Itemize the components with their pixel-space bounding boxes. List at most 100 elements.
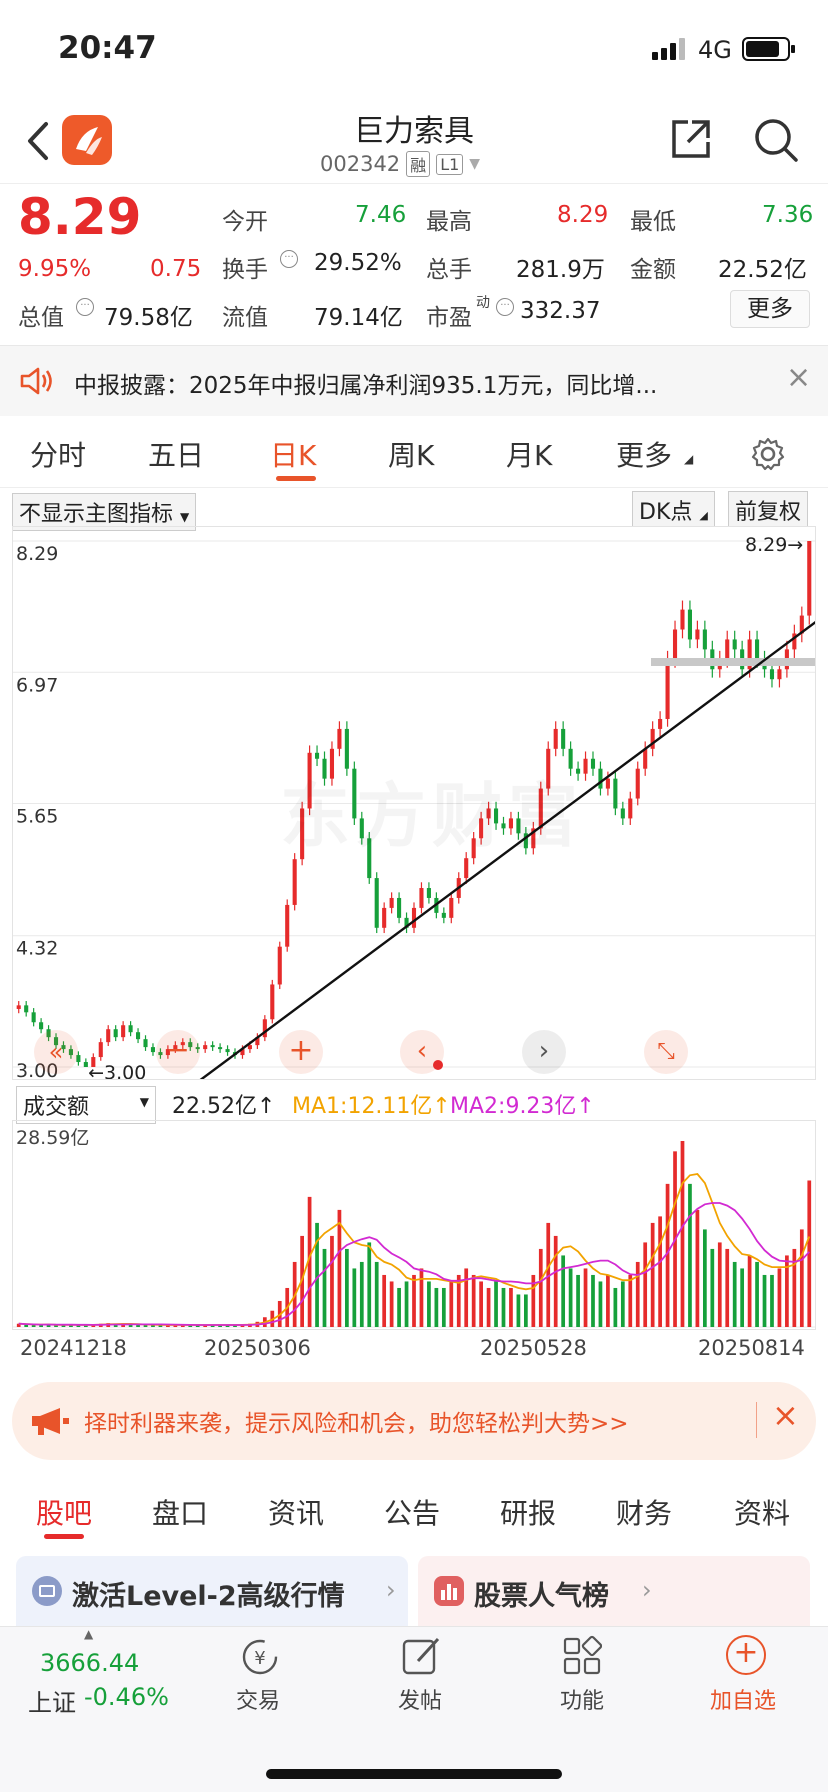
next-button[interactable]: › (522, 1030, 566, 1074)
period-tabs: 分时 五日 日K 周K 月K 更多 ◢ (0, 416, 828, 488)
search-icon[interactable] (752, 116, 800, 164)
high-label: 最高 (426, 209, 472, 235)
triangle-icon: ◢ (684, 452, 694, 466)
tab-order-book[interactable]: 盘口 (152, 1497, 209, 1530)
zoom-in-button[interactable]: + (279, 1030, 323, 1074)
volume-bar (538, 1248, 543, 1327)
post-label[interactable]: 发帖 (398, 1689, 443, 1714)
tab-weekly-k[interactable]: 周K (388, 439, 435, 472)
prev-button[interactable]: ‹ (400, 1030, 444, 1074)
candle-body (404, 917, 409, 928)
tab-monthly-k[interactable]: 月K (506, 439, 553, 472)
fullscreen-icon[interactable]: ⤡ (644, 1030, 688, 1074)
index-value[interactable]: 3666.44 (40, 1649, 140, 1677)
tab-announcements[interactable]: 公告 (384, 1497, 441, 1530)
promo-banner[interactable]: 择时利器来袭，提示风险和机会，助您轻松判大势>> × (12, 1382, 816, 1460)
volume-bar (456, 1274, 461, 1327)
share-icon[interactable] (668, 116, 714, 162)
change-amount: 0.75 (150, 256, 202, 282)
candle-body (493, 808, 499, 824)
candle-body (516, 818, 521, 834)
zoom-out-button[interactable]: − (156, 1030, 200, 1074)
gear-icon[interactable] (750, 436, 786, 472)
edit-icon[interactable] (400, 1635, 444, 1677)
volume-bar (83, 1325, 88, 1327)
volume-bar (524, 1294, 528, 1327)
tab-financials[interactable]: 财务 (616, 1497, 673, 1530)
volume-bar (479, 1281, 483, 1327)
back-icon[interactable] (26, 120, 50, 162)
candle-body (113, 1029, 118, 1038)
candle-body (277, 946, 282, 985)
info-icon[interactable]: ··· (496, 298, 514, 316)
mktcap-label: 总值 (18, 305, 64, 331)
candle-body (389, 897, 394, 908)
adjust-toggle[interactable]: 前复权 (728, 491, 809, 527)
volume-bar (188, 1325, 193, 1327)
candle-body (672, 629, 678, 660)
rewind-button[interactable]: « (34, 1030, 78, 1074)
popularity-card[interactable]: 股票人气榜 › (418, 1556, 810, 1628)
level2-card[interactable]: 激活Level-2高级行情 › (16, 1556, 408, 1628)
volume-chart[interactable] (12, 1120, 816, 1330)
tab-research[interactable]: 研报 (500, 1497, 557, 1530)
tab-more[interactable]: 更多 (616, 439, 673, 472)
chevron-right-icon: › (386, 1576, 396, 1604)
last-price: 8.29 (18, 188, 142, 246)
tab-intraday[interactable]: 分时 (30, 439, 87, 472)
volume-bar (31, 1325, 36, 1327)
tab-five-day[interactable]: 五日 (148, 439, 205, 472)
candle-body (158, 1052, 163, 1056)
features-label[interactable]: 功能 (560, 1689, 605, 1714)
volume-bar (195, 1325, 200, 1327)
candle-body (732, 639, 737, 650)
app-logo-icon[interactable] (62, 115, 112, 165)
chevron-down-icon[interactable]: ▼ (469, 156, 481, 172)
tab-daily-k[interactable]: 日K (270, 439, 317, 472)
info-icon[interactable]: ··· (76, 298, 94, 316)
candle-body (635, 768, 640, 799)
level-badge: L1 (436, 153, 464, 175)
candle-body (136, 1032, 141, 1040)
trade-label[interactable]: 交易 (236, 1689, 281, 1714)
more-button[interactable]: 更多 (730, 290, 810, 328)
candle-body (471, 838, 476, 859)
y-tick-label: 3.00 (16, 1060, 58, 1080)
change-pct: 9.95% (18, 256, 92, 282)
volume-bar (516, 1294, 521, 1327)
index-name[interactable]: 上证 (28, 1689, 76, 1717)
volume-bar (688, 1183, 692, 1327)
add-icon[interactable]: + (726, 1635, 766, 1675)
volume-bar (777, 1268, 782, 1327)
trade-icon[interactable]: ¥ (236, 1637, 284, 1677)
candle-body (61, 1045, 66, 1050)
volume-bar (419, 1268, 424, 1327)
volume-bar (650, 1222, 655, 1327)
announcement-bar[interactable]: 中报披露：2025年中报归属净利润935.1万元，同比增... × (0, 346, 828, 416)
dk-point-toggle[interactable]: DK点 ◢ (632, 491, 715, 527)
volume-value: 281.9万 (516, 257, 605, 283)
close-icon[interactable]: × (786, 360, 812, 395)
add-watch-label[interactable]: 加自选 (710, 1689, 777, 1714)
tab-news[interactable]: 资讯 (268, 1497, 325, 1530)
candle-body (650, 728, 655, 749)
candle-body (329, 748, 335, 779)
tab-profile[interactable]: 资料 (734, 1497, 791, 1530)
indicator-selector[interactable]: 不显示主图指标 ▼ (12, 493, 197, 531)
volume-indicator-selector[interactable]: 成交额 ▼ (16, 1086, 156, 1124)
candle-body (538, 788, 543, 829)
features-icon[interactable] (562, 1635, 603, 1677)
close-icon[interactable]: × (772, 1396, 799, 1434)
candle-body (769, 669, 775, 680)
promo-text: 择时利器来袭，提示风险和机会，助您轻松判大势>> (84, 1411, 629, 1437)
tab-forum[interactable]: 股吧 (36, 1497, 93, 1530)
volume-bar (61, 1325, 66, 1327)
volume-bar (69, 1325, 73, 1327)
svg-text:¥: ¥ (254, 1648, 265, 1669)
candlestick-chart[interactable]: 8.29 6.97 5.65 4.32 3.00 8.29→ ←3.00 (12, 526, 816, 1080)
info-icon[interactable]: ··· (280, 250, 298, 268)
volume-label: 总手 (426, 257, 472, 283)
index-change[interactable]: -0.46% (84, 1683, 169, 1711)
volume-bar (755, 1261, 759, 1327)
candle-body (76, 1055, 81, 1063)
